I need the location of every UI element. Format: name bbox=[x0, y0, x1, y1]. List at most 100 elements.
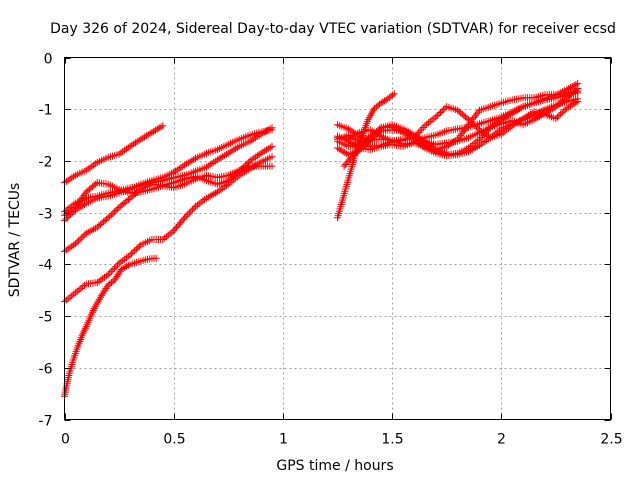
data-point-marker bbox=[90, 225, 98, 233]
data-point-marker bbox=[170, 168, 178, 176]
data-point-marker bbox=[139, 134, 147, 142]
data-point-marker bbox=[430, 144, 438, 152]
data-point-marker bbox=[121, 255, 129, 263]
data-point-marker bbox=[79, 232, 87, 240]
data-point-marker bbox=[476, 141, 483, 149]
data-point-marker bbox=[187, 207, 195, 215]
data-point-marker bbox=[437, 109, 444, 116]
data-point-marker bbox=[472, 144, 480, 151]
data-point-marker bbox=[417, 141, 425, 149]
data-point-marker bbox=[112, 263, 120, 271]
data-point-marker bbox=[555, 112, 563, 120]
data-point-marker bbox=[81, 201, 88, 208]
series-segment-6 bbox=[61, 153, 276, 306]
data-point-marker bbox=[78, 332, 86, 340]
data-point-marker bbox=[438, 107, 446, 115]
data-point-marker bbox=[468, 146, 476, 154]
data-point-marker bbox=[570, 100, 578, 108]
data-point-marker bbox=[406, 129, 414, 137]
data-point-marker bbox=[563, 86, 571, 94]
data-point-marker bbox=[363, 139, 371, 147]
y-tick-label: -7 bbox=[39, 414, 53, 430]
data-point-marker bbox=[132, 245, 140, 253]
data-point-marker bbox=[345, 156, 353, 164]
data-point-marker bbox=[412, 132, 420, 140]
data-point-marker bbox=[552, 103, 560, 111]
data-point-marker bbox=[432, 113, 440, 121]
series-segment-4 bbox=[61, 142, 276, 219]
data-point-marker bbox=[567, 102, 574, 110]
data-point-marker bbox=[75, 237, 82, 245]
data-point-marker bbox=[203, 163, 210, 171]
x-tick-label: 0.5 bbox=[163, 432, 185, 448]
data-point-marker bbox=[126, 142, 134, 150]
data-point-marker bbox=[166, 230, 174, 238]
data-point-marker bbox=[568, 83, 576, 90]
data-point-marker bbox=[350, 151, 358, 159]
data-point-marker bbox=[541, 109, 549, 117]
data-point-marker bbox=[93, 279, 101, 286]
data-point-marker bbox=[197, 198, 205, 206]
data-point-marker bbox=[224, 180, 232, 188]
data-point-marker bbox=[107, 267, 115, 275]
data-point-marker bbox=[128, 250, 136, 258]
series-segment-14 bbox=[334, 90, 398, 222]
data-point-marker bbox=[430, 114, 438, 122]
data-point-marker bbox=[416, 127, 424, 135]
data-point-marker bbox=[347, 154, 355, 162]
data-point-marker bbox=[557, 98, 565, 106]
data-point-marker bbox=[536, 113, 543, 120]
data-point-marker bbox=[141, 133, 149, 141]
plot-frame bbox=[64, 57, 611, 420]
data-point-marker bbox=[195, 200, 203, 208]
data-point-marker bbox=[494, 128, 502, 136]
data-point-marker bbox=[261, 147, 269, 155]
data-point-marker bbox=[530, 116, 538, 124]
data-point-marker bbox=[206, 161, 214, 169]
data-point-marker bbox=[399, 125, 407, 133]
data-point-marker bbox=[99, 275, 107, 283]
data-point-marker bbox=[471, 112, 479, 120]
data-point-marker bbox=[204, 162, 212, 170]
data-point-marker bbox=[131, 247, 139, 255]
data-point-marker bbox=[66, 175, 74, 183]
data-point-marker bbox=[253, 160, 261, 168]
data-point-marker bbox=[217, 154, 225, 162]
data-point-marker bbox=[62, 296, 70, 304]
data-point-marker bbox=[421, 137, 429, 145]
data-point-marker bbox=[68, 292, 76, 300]
data-point-marker bbox=[152, 254, 160, 262]
data-point-marker bbox=[557, 110, 565, 118]
series-segment-1 bbox=[61, 122, 167, 187]
y-axis-label: SDTVAR / TECUs bbox=[7, 183, 23, 298]
y-tick-label: -6 bbox=[39, 362, 53, 378]
x-tick-label: 0 bbox=[61, 432, 70, 448]
data-point-marker bbox=[109, 209, 117, 217]
data-point-marker bbox=[341, 149, 349, 156]
data-point-marker bbox=[232, 145, 240, 153]
data-point-marker bbox=[117, 149, 125, 157]
data-point-marker bbox=[133, 138, 141, 146]
data-point-marker bbox=[71, 240, 79, 248]
data-point-marker bbox=[497, 130, 505, 138]
series-segment-15 bbox=[340, 121, 451, 170]
data-point-marker bbox=[89, 308, 96, 316]
data-point-marker bbox=[352, 149, 359, 157]
data-point-marker bbox=[148, 129, 156, 136]
data-point-marker bbox=[81, 282, 88, 289]
data-point-marker bbox=[190, 156, 198, 163]
data-point-marker bbox=[344, 137, 352, 145]
data-point-marker bbox=[110, 264, 118, 272]
x-tick-label: 1 bbox=[279, 432, 288, 448]
data-point-marker bbox=[144, 131, 152, 139]
y-tick-label: -4 bbox=[39, 258, 53, 274]
data-point-marker bbox=[86, 227, 94, 235]
data-point-marker bbox=[199, 197, 207, 205]
data-point-marker bbox=[259, 148, 267, 156]
data-point-marker bbox=[339, 147, 347, 155]
data-point-marker bbox=[62, 177, 70, 185]
y-tick-label: 0 bbox=[44, 52, 53, 68]
data-point-marker bbox=[230, 146, 238, 154]
data-point-marker bbox=[572, 80, 580, 88]
data-point-marker bbox=[107, 211, 115, 219]
